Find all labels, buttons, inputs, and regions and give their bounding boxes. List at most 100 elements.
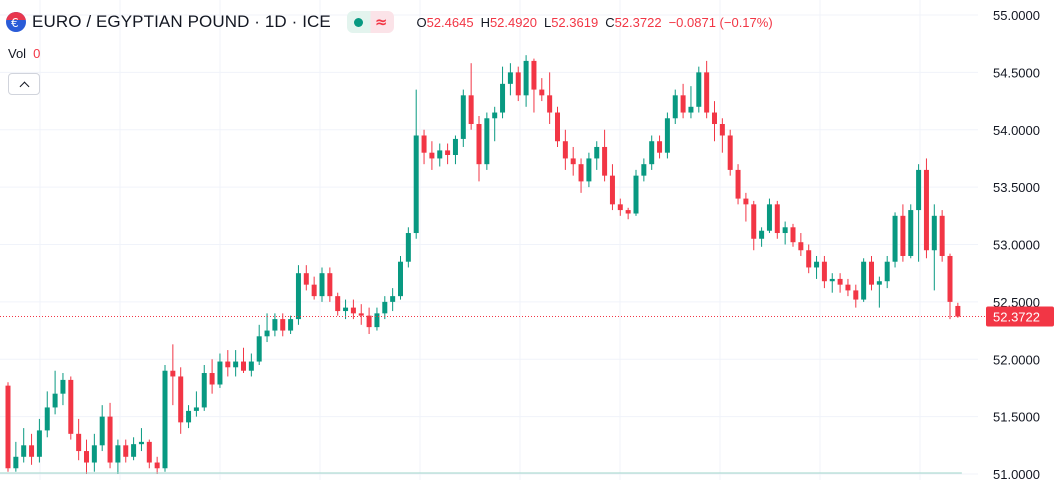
candle[interactable] [115,439,121,474]
candle[interactable] [931,204,937,291]
candle[interactable] [476,115,482,182]
candle[interactable] [398,255,403,300]
candle[interactable] [248,353,254,377]
candle[interactable] [445,143,451,165]
candle[interactable] [99,405,105,452]
candle[interactable] [908,204,914,259]
candle[interactable] [680,83,686,119]
candle[interactable] [704,60,710,119]
candle[interactable] [782,221,788,245]
candle[interactable] [766,198,772,234]
candle[interactable] [876,276,882,308]
candle[interactable] [429,141,435,170]
candle[interactable] [884,255,890,289]
candle[interactable] [861,258,867,302]
candle[interactable] [743,192,749,222]
candle[interactable] [44,391,50,438]
candle[interactable] [790,223,796,247]
candle[interactable] [829,273,835,293]
candle[interactable] [507,63,513,96]
candle[interactable] [209,359,215,394]
candle[interactable] [735,164,741,205]
candle[interactable] [60,373,66,406]
candle[interactable] [201,364,207,411]
candle[interactable] [13,441,19,472]
candle[interactable] [21,428,27,463]
market-status-pill[interactable]: ≈ [346,11,395,33]
candle[interactable] [798,233,804,256]
candle[interactable] [186,405,192,429]
candle[interactable] [539,78,545,102]
candle[interactable] [869,255,874,291]
candle[interactable] [405,227,411,268]
candle[interactable] [586,152,592,188]
candle[interactable] [162,364,168,472]
candle[interactable] [327,267,333,302]
candle[interactable] [947,253,953,320]
candle[interactable] [36,418,42,463]
candle[interactable] [712,101,717,142]
candle[interactable] [123,439,129,463]
candle[interactable] [29,433,35,465]
candle[interactable] [233,350,239,377]
candle[interactable] [625,207,631,220]
candle[interactable] [413,89,419,239]
candle[interactable] [578,158,584,193]
candle[interactable] [955,302,961,318]
candle[interactable] [225,350,231,377]
candle[interactable] [555,106,560,147]
candle[interactable] [76,418,82,461]
candle[interactable] [178,367,184,434]
candle[interactable] [390,288,396,312]
candle[interactable] [107,402,113,469]
candle[interactable] [91,433,97,472]
candle[interactable] [594,141,600,170]
candle[interactable] [452,135,458,165]
volume-label[interactable]: Vol [8,46,27,61]
candle[interactable] [649,135,655,170]
candle[interactable] [374,307,380,331]
candle[interactable] [280,313,286,337]
candle[interactable] [460,89,466,147]
candle[interactable] [295,265,301,325]
candle[interactable] [774,200,780,239]
candle[interactable] [759,227,765,247]
candle[interactable] [939,210,945,262]
candle[interactable] [531,58,537,113]
candles[interactable] [5,55,961,474]
candle[interactable] [335,292,341,316]
candle[interactable] [500,66,506,119]
candle[interactable] [602,129,608,182]
candle[interactable] [923,158,929,259]
candle[interactable] [68,376,74,440]
collapse-legend-button[interactable] [8,73,40,95]
candle[interactable] [264,313,270,343]
candle[interactable] [657,135,663,159]
candle[interactable] [131,437,137,461]
candle[interactable] [492,106,498,142]
candle[interactable] [696,66,702,113]
candle[interactable] [900,204,906,262]
candle[interactable] [84,439,89,474]
candle[interactable] [751,200,757,251]
candle[interactable] [272,313,278,337]
candle[interactable] [170,344,176,406]
candle[interactable] [916,164,922,262]
candle[interactable] [484,112,490,170]
candle[interactable] [562,129,568,170]
candle[interactable] [52,370,58,415]
candle[interactable] [672,89,678,125]
candle[interactable] [468,63,474,130]
candle[interactable] [288,315,294,335]
candle[interactable] [806,244,812,274]
candle[interactable] [609,164,615,211]
candle[interactable] [421,129,427,165]
candle[interactable] [146,439,152,469]
candle[interactable] [821,255,827,289]
candle[interactable] [154,456,160,474]
candle[interactable] [193,391,199,417]
candle[interactable] [633,169,639,216]
candle[interactable] [837,273,843,293]
candle[interactable] [241,347,246,374]
